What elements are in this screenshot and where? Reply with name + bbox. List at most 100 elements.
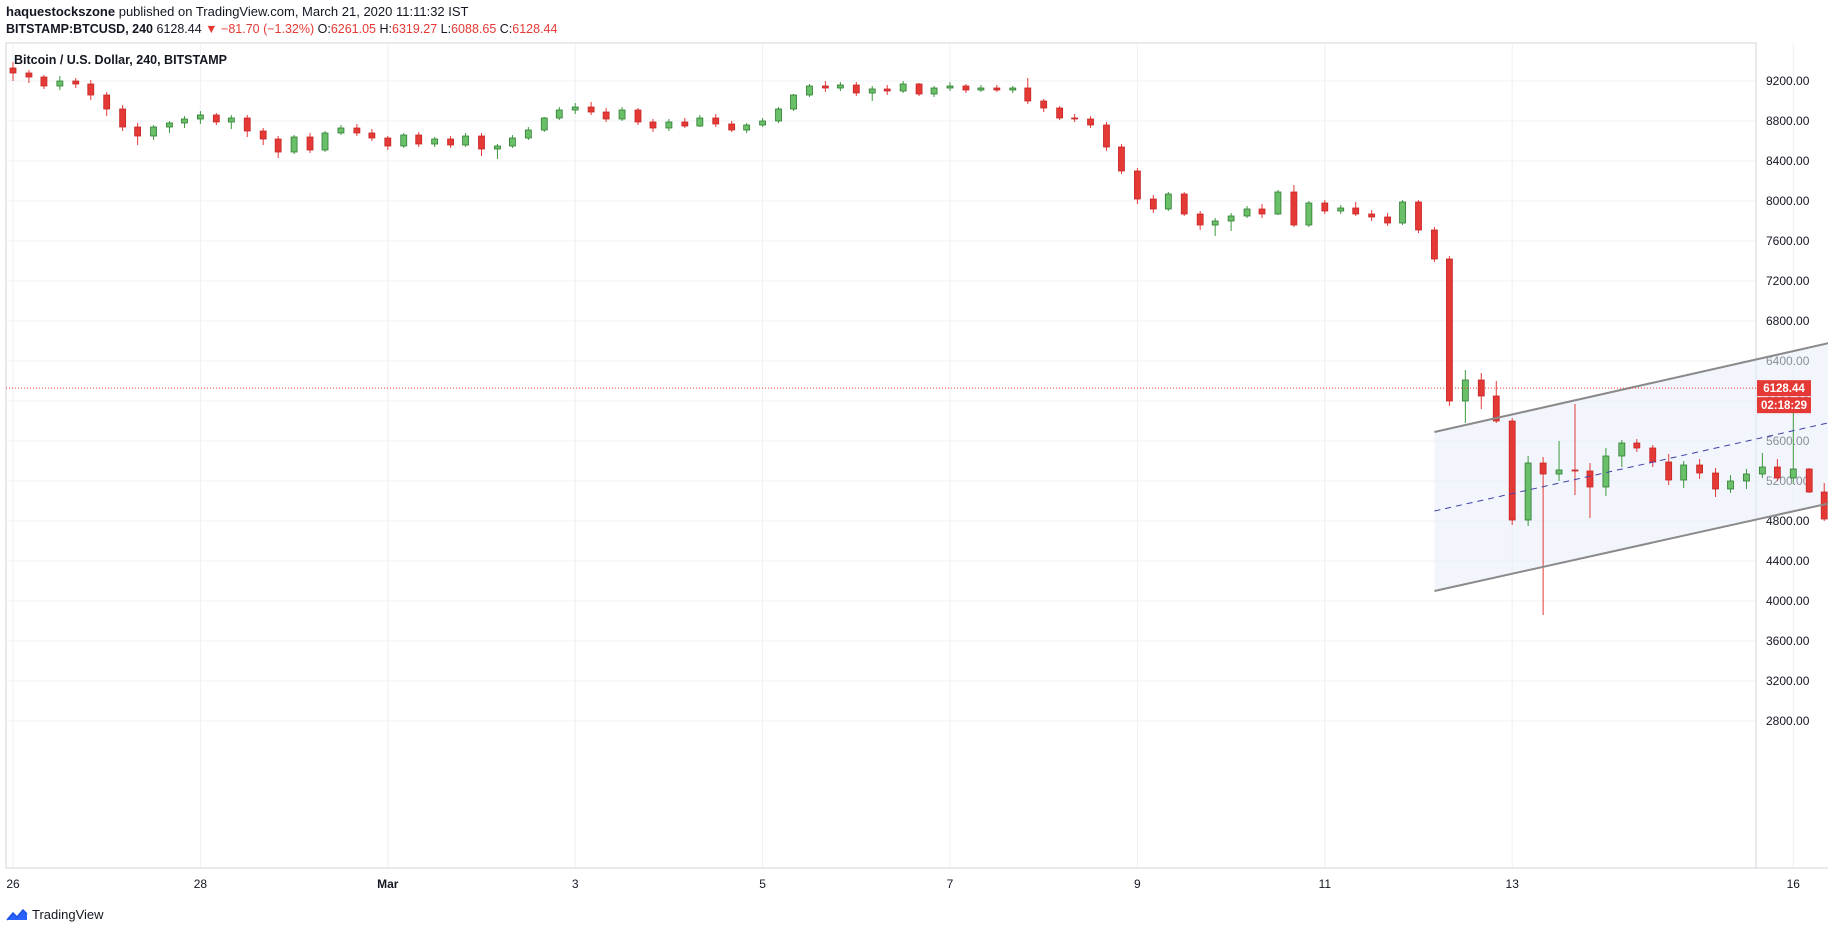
candle-body [509,137,516,147]
candle-body [134,126,142,137]
candle-body [400,134,408,147]
candle-body [899,83,907,92]
candle-body [274,138,282,153]
channel-upper-line[interactable] [1434,161,1828,433]
candle-body [462,135,469,146]
candle-body [306,136,314,151]
candle-body [196,114,204,120]
y-tick-label: 4800.00 [1766,514,1810,528]
last-price-badge[interactable] [1757,380,1811,397]
candle-body [1087,118,1094,126]
candle-body [1243,208,1251,217]
candle-body [337,127,345,134]
candle-body [166,122,173,128]
candle-body [1665,461,1673,481]
candle-body [1508,420,1516,521]
y-tick-label: 3600.00 [1766,634,1810,648]
candle-body [790,94,797,110]
countdown-badge [1757,397,1811,414]
candle-body [524,129,532,139]
candle-body [1211,220,1219,226]
candle-body [56,80,64,87]
tradingview-brand: TradingView [32,907,104,922]
candle-body [1758,466,1766,475]
candle-body [1415,201,1422,231]
candle-body [227,117,235,123]
candle-body [1618,442,1626,457]
candle-body [384,137,392,147]
candle-body [1805,468,1813,493]
candle-body [1696,464,1703,474]
x-tick-label: 26 [6,877,20,891]
candle-body [665,121,673,129]
high-value: 6319.27 [392,22,438,36]
candle-body [555,109,563,119]
change-text: ▼ −81.70 (−1.32%) [205,22,315,36]
candle-body [40,76,48,87]
candle-body [431,138,439,145]
candle-body [1305,202,1313,226]
low-label: L: [440,22,452,36]
candle-body [119,108,127,128]
y-tick-label: 8000.00 [1766,194,1810,208]
candle-body [1196,213,1204,226]
candle-body [1431,229,1438,260]
x-tick-label: 7 [947,877,954,891]
candle-body [290,136,298,153]
candle-body [759,120,766,126]
ohlc-line: BITSTAMP:BTCUSD, 240 6128.44 ▼ −81.70 (−… [6,21,557,37]
candle-body [150,126,157,137]
candle-body [728,123,736,131]
candle-body [696,117,704,127]
author-name[interactable]: haquestockszone [6,4,116,19]
candle-body [1321,202,1329,212]
candle-body [1071,117,1079,120]
channel-lower-line[interactable] [1434,324,1828,592]
candle-body [1368,213,1376,218]
candle-body [1103,124,1110,148]
candle-body [930,87,938,95]
last-price-text: 6128.44 [156,22,202,36]
candle-body [25,72,33,78]
tradingview-footer[interactable]: TradingView [6,907,104,922]
candle-body [1477,379,1485,397]
candle-body [1134,170,1141,200]
candle-body [447,138,454,146]
candle-body [1773,466,1781,479]
chart-legend: Bitcoin / U.S. Dollar, 240, BITSTAMP [14,53,228,67]
candle-body [821,85,829,89]
candle-body [1555,469,1563,475]
y-tick-label: 4400.00 [1766,554,1810,568]
candle-body [1586,470,1594,488]
open-label: O: [317,22,331,36]
open-value: 6261.05 [330,22,377,36]
y-tick-label: 3200.00 [1766,674,1810,688]
candle-body [1290,191,1298,226]
candle-body [915,83,923,95]
published-text: published on TradingView.com, March 21, … [118,4,469,19]
candle-body [1602,455,1610,488]
candle-body [1258,208,1266,215]
symbol-label: BITSTAMP:BTCUSD, 240 [6,22,154,36]
candle-body [836,84,844,89]
candle-body [1743,473,1750,482]
candle-body [1680,464,1688,481]
candle-body [1180,193,1188,215]
x-tick-label: 16 [1787,877,1801,891]
candle-body [259,130,267,140]
x-tick-label: 28 [194,877,208,891]
tradingview-logo-icon [6,908,28,920]
y-tick-label: 7600.00 [1766,234,1810,248]
candle-body [415,134,423,145]
close-label: C: [499,22,513,36]
candle-body [1712,472,1719,490]
candle-body [103,94,111,110]
candle-body [368,132,376,139]
candle-body [1009,87,1017,91]
candle-body [1524,462,1532,521]
low-value: 6088.65 [451,22,497,36]
candle-body [1633,442,1641,449]
candle-body [977,87,985,91]
